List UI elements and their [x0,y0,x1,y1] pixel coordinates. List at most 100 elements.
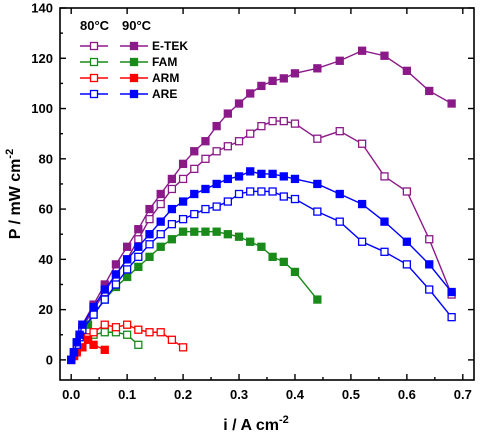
y-tick-label: 120 [31,51,53,66]
y-tick-label: 20 [39,302,53,317]
x-tick-label: 0.7 [454,387,472,402]
data-point-e-tek-90c [156,189,165,199]
data-point-are-90c [402,237,412,246]
data-point-are-90c [380,217,389,226]
data-point-fam-90c [290,267,300,277]
data-point-are-80c [425,285,434,294]
legend-marker-arm-90c [129,73,139,83]
data-point-are-90c [145,230,154,239]
data-point-fam-90c [167,235,177,244]
data-point-are-90c [67,355,76,365]
data-point-e-tek-80c [201,154,210,163]
data-point-are-80c [223,197,232,206]
legend-label-arm: ARM [152,71,179,85]
data-point-are-80c [100,295,109,304]
data-point-are-90c [134,242,143,251]
data-point-are-90c [190,189,199,199]
data-point-e-tek-90c [257,81,266,91]
data-point-e-tek-90c [290,69,300,78]
data-point-fam-90c [268,252,277,261]
x-tick-label: 0.5 [342,387,360,402]
data-point-are-90c [100,285,109,294]
data-point-are-90c [223,174,232,184]
x-axis-title: i / A cm-2 [223,414,289,434]
data-point-arm-80c [178,343,188,352]
data-point-are-80c [167,220,177,229]
data-point-e-tek-90c [357,46,367,55]
data-point-are-90c [89,302,98,312]
data-point-fam-90c [156,242,165,251]
data-point-are-80c [279,192,288,201]
legend-label-fam: FAM [152,55,177,69]
data-point-e-tek-90c [111,260,121,269]
data-point-fam-80c [122,330,132,339]
data-point-e-tek-90c [246,89,255,98]
data-point-e-tek-90c [447,99,456,108]
x-axis: 0.0 0.1 0.2 0.3 0.4 0.5 0.6 0.7 [62,8,472,402]
data-point-e-tek-90c [145,204,154,214]
data-point-e-tek-80c [257,121,266,131]
x-tick-label: 0.1 [118,387,136,402]
data-point-e-tek-90c [313,64,322,73]
data-point-fam-80c [134,340,143,349]
data-point-arm-80c [167,335,177,344]
data-point-e-tek-80c [234,137,244,146]
data-point-are-90c [111,270,121,279]
data-point-arm-90c [89,340,98,349]
y-axis: 0 20 40 60 80 100 120 140 [31,1,474,367]
data-point-arm-80c [134,325,143,334]
series-line-e-tek-90c [70,49,452,361]
data-point-are-90c [279,172,288,181]
y-tick-label: 0 [46,352,53,367]
legend-marker-e-tek-90c [129,41,139,51]
data-point-e-tek-80c [268,116,277,126]
data-point-are-90c [290,174,300,184]
x-tick-label: 0.4 [286,387,305,402]
data-point-are-80c [268,187,277,196]
y-tick-label: 140 [31,1,53,16]
data-point-are-80c [257,187,266,196]
data-point-fam-90c [190,227,199,236]
data-point-fam-90c [313,295,322,304]
legend-header-80c: 80°C [80,18,110,33]
data-point-are-80c [111,280,121,289]
data-point-e-tek-90c [268,76,277,86]
x-tick-label: 0.0 [62,387,80,402]
data-point-arm-80c [89,328,98,337]
x-tick-label: 0.2 [174,387,192,402]
legend-label-are: ARE [152,87,177,101]
data-point-arm-80c [122,320,132,329]
data-point-e-tek-90c [234,99,244,108]
data-point-e-tek-80c [279,116,288,126]
legend-label-e-tek: E-TEK [152,39,188,53]
data-point-e-tek-90c [201,137,210,146]
data-point-fam-90c [212,227,221,236]
data-point-fam-90c [145,252,154,261]
legend-marker-e-tek-80c [89,41,99,51]
data-point-are-90c [257,169,266,179]
y-tick-label: 80 [39,151,53,166]
legend-marker-are-80c [89,89,99,99]
plot-frame [59,7,475,381]
data-point-e-tek-90c [425,86,434,96]
data-point-arm-80c [156,328,165,337]
data-point-are-80c [234,189,244,199]
data-point-e-tek-90c [212,121,221,131]
legend-marker-fam-80c [89,57,99,67]
data-point-are-90c [178,197,188,206]
data-point-are-90c [357,199,367,209]
data-point-e-tek-80c [402,187,412,196]
data-point-e-tek-80c [156,199,165,209]
data-point-are-90c [234,172,244,181]
data-point-fam-90c [279,257,288,267]
data-point-are-80c [134,252,143,261]
data-point-are-80c [145,240,154,249]
data-point-are-90c [78,320,87,329]
data-point-are-90c [425,260,434,269]
data-point-are-90c [313,179,322,189]
data-point-fam-90c [134,262,143,272]
data-point-e-tek-90c [279,74,288,83]
data-point-e-tek-80c [223,142,232,151]
y-tick-label: 100 [31,101,53,116]
